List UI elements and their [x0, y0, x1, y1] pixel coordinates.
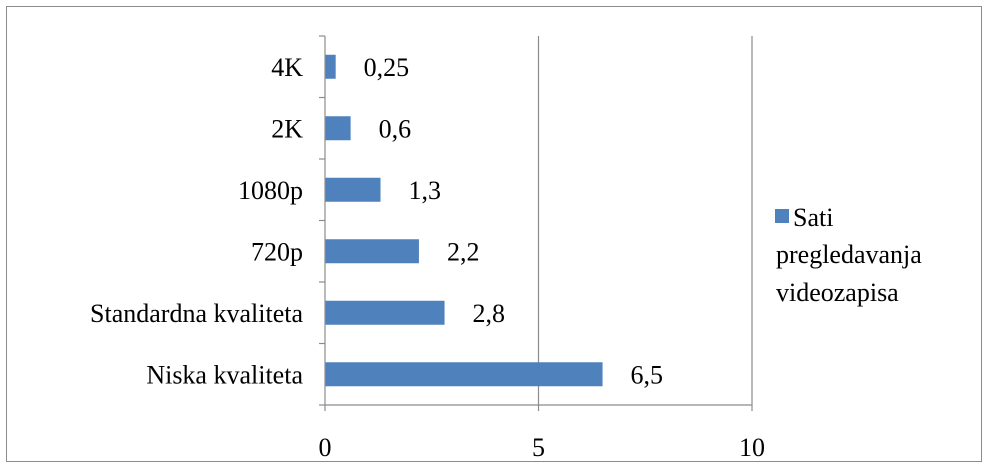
legend-label-line-3: videozapisa — [776, 278, 899, 307]
data-label-2: 2,2 — [447, 237, 480, 266]
legend-label-line-2: pregledavanja — [776, 240, 922, 269]
bar-3 — [325, 177, 381, 202]
category-label-4: 2K — [271, 114, 303, 143]
bar-0 — [325, 362, 603, 387]
category-label-2: 720p — [251, 237, 303, 266]
legend-swatch — [775, 209, 789, 223]
category-label-3: 1080p — [238, 176, 303, 205]
category-label-1: Standardna kvaliteta — [90, 299, 303, 328]
category-label-0: Niska kvaliteta — [146, 360, 303, 389]
bar-4 — [325, 116, 351, 141]
category-label-5: 4K — [271, 53, 303, 82]
bar-2 — [325, 239, 419, 264]
labels-layer: Niska kvaliteta 6,5 Standardna kvaliteta 2,… — [90, 53, 765, 462]
grid-layer — [537, 36, 753, 405]
bar-5 — [325, 54, 336, 79]
data-label-1: 2,8 — [473, 299, 506, 328]
data-label-4: 0,6 — [379, 114, 412, 143]
data-label-0: 6,5 — [631, 360, 664, 389]
data-label-5: 0,25 — [364, 53, 410, 82]
axis-layer — [319, 35, 753, 411]
bars-layer — [325, 54, 603, 387]
value-tick-label-10: 10 — [739, 433, 765, 462]
value-tick-label-5: 5 — [532, 433, 545, 462]
bar-1 — [325, 300, 445, 325]
value-tick-label-0: 0 — [319, 433, 332, 462]
legend: Sati pregledavanja videozapisa — [775, 203, 922, 307]
legend-label-line-1: Sati — [793, 203, 833, 232]
data-label-3: 1,3 — [409, 176, 442, 205]
